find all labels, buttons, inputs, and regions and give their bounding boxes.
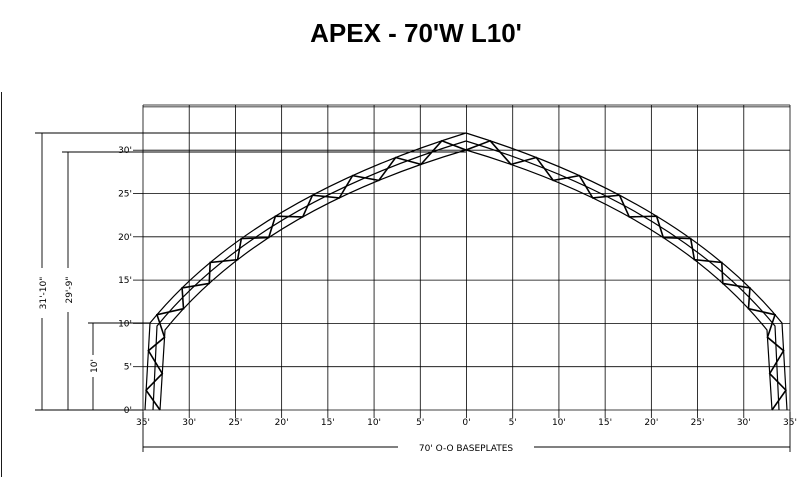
x-label: 25'	[691, 418, 705, 428]
x-label: 15'	[598, 418, 612, 428]
x-label: 10'	[367, 418, 381, 428]
y-label: 0'	[124, 406, 132, 416]
y-label: 10'	[118, 319, 132, 329]
arch	[144, 132, 788, 411]
y-label: 30'	[118, 146, 132, 156]
arch-half	[144, 132, 467, 411]
label-gap	[59, 268, 77, 312]
width-label: 70' O-O BASEPLATES	[419, 444, 514, 454]
x-label: 20'	[644, 418, 658, 428]
label-gap	[84, 355, 102, 377]
y-label: 5'	[124, 363, 132, 373]
x-label: 25'	[228, 418, 242, 428]
grid: 35' 30' 25' 20' 15' 10' 5' 0' 5' 10' 15' 20' 25' 30' 3…	[118, 104, 797, 428]
x-label: 20'	[275, 418, 289, 428]
arch-half-mirror	[465, 132, 788, 411]
label-gap	[33, 268, 51, 318]
outer-chord	[144, 132, 467, 411]
x-label: 30'	[737, 418, 751, 428]
truss-web	[145, 139, 467, 411]
middle-chord	[152, 140, 467, 411]
x-label: 15'	[321, 418, 335, 428]
x-label: 5'	[509, 418, 517, 428]
x-label: 0'	[462, 418, 470, 428]
y-label: 15'	[118, 276, 132, 286]
drawing-title: APEX - 70'W L10'	[310, 18, 522, 48]
centre-height-label: 29'-9"	[65, 276, 75, 303]
x-label: 5'	[416, 418, 424, 428]
peak-height-label: 31'-10"	[39, 277, 49, 310]
leg-height-label: 10'	[90, 359, 100, 373]
label-gap	[398, 440, 534, 454]
y-label: 25'	[118, 190, 132, 200]
y-label: 20'	[118, 233, 132, 243]
x-label: 30'	[182, 418, 196, 428]
dimensions: 31'-10" 29'-9" 10' 70' O-O BASEPLATES	[33, 132, 791, 454]
x-label: 10'	[552, 418, 566, 428]
